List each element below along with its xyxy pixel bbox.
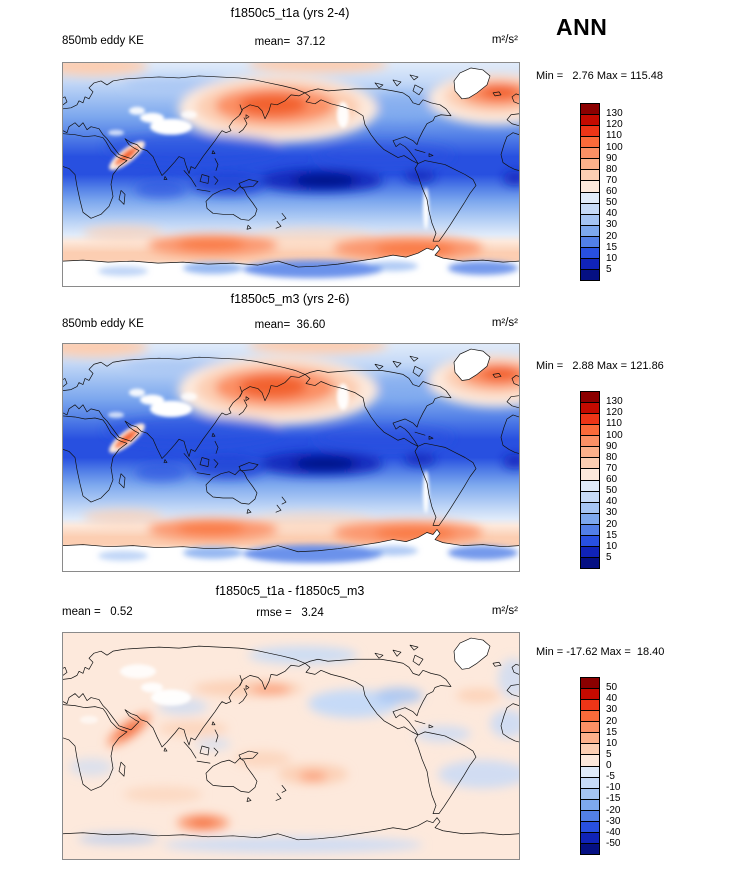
colorbar-tick-label: 100 <box>606 141 623 153</box>
season-label: ANN <box>556 14 608 40</box>
panel2-title: f1850c5_m3 (yrs 2-6) <box>230 292 350 306</box>
colorbar-tick-label: 10 <box>606 252 618 264</box>
panel3-colorbar-labels: 50 40 30 20 15 10 5 0 -5 -10 -15 -20 -30 -40 -50 <box>606 677 646 855</box>
panel2-colorbar <box>580 391 600 569</box>
colorbar-tick-label: -30 <box>606 815 621 827</box>
panel3-colorbar <box>580 677 600 855</box>
colorbar-tick-label: 70 <box>606 462 618 474</box>
panel3-minmax: Min = -17.62 Max = 18.40 <box>536 646 665 658</box>
panel1-colorbar-labels: 130 120 110 100 90 80 70 60 50 40 30 20 15 10 5 <box>606 103 646 281</box>
colorbar-tick-label: 10 <box>606 737 618 749</box>
colorbar-tick-label: -10 <box>606 782 621 794</box>
panel3-units-label: m²/s² <box>491 605 518 617</box>
panel1-colorbar <box>580 103 600 281</box>
colorbar-tick-label: 80 <box>606 451 618 463</box>
map-panel2-model-m3 <box>62 343 520 572</box>
panel3-mean-label: mean = 0.52 <box>62 606 133 618</box>
colorbar-tick-label: 30 <box>606 507 618 519</box>
panel3-title: f1850c5_t1a - f1850c5_m3 <box>215 584 365 598</box>
colorbar-tick-label: 5 <box>606 748 612 760</box>
colorbar-tick-label: 110 <box>606 418 622 430</box>
colorbar-tick-label: 15 <box>606 529 618 541</box>
panel1-variable-label: 850mb eddy KE <box>62 35 144 47</box>
colorbar-tick-label: 30 <box>606 704 618 716</box>
colorbar-tick-label: 20 <box>606 230 618 242</box>
colorbar-tick-label: 40 <box>606 496 618 508</box>
colorbar-tick-label: 110 <box>606 130 622 142</box>
colorbar-tick-label: 10 <box>606 540 618 552</box>
colorbar-tick-label: 5 <box>606 551 612 563</box>
colorbar-tick-label: -50 <box>606 837 621 849</box>
colorbar-tick-label: 50 <box>606 485 618 497</box>
map-panel3-difference <box>62 632 520 860</box>
map3-svg <box>63 633 519 859</box>
colorbar-tick-label: 50 <box>606 682 618 694</box>
colorbar-segment <box>580 556 600 569</box>
colorbar-tick-label: 120 <box>606 119 623 131</box>
colorbar-segment <box>580 842 600 855</box>
colorbar-tick-label: -5 <box>606 771 615 783</box>
colorbar-tick-label: 60 <box>606 474 618 485</box>
colorbar-tick-label: -20 <box>606 804 621 816</box>
colorbar-tick-label: 40 <box>606 208 618 220</box>
panel1-units-label: m²/s² <box>491 34 518 46</box>
colorbar-tick-label: 60 <box>606 186 618 197</box>
panel3-rmse-label: rmse = 3.24 <box>256 607 324 619</box>
colorbar-tick-label: 20 <box>606 518 618 530</box>
colorbar-tick-label: 5 <box>606 263 612 275</box>
colorbar-tick-label: 130 <box>606 396 623 408</box>
panel1-minmax: Min = 2.76 Max = 115.48 <box>536 70 663 82</box>
colorbar-tick-label: 20 <box>606 715 618 727</box>
colorbar-tick-label: 40 <box>606 693 618 705</box>
colorbar-tick-label: 70 <box>606 174 618 186</box>
panel2-units-label: m²/s² <box>491 317 518 329</box>
colorbar-tick-label: 30 <box>606 219 618 231</box>
colorbar-tick-label: -15 <box>606 793 621 805</box>
map2-svg <box>63 344 519 571</box>
map1-svg <box>63 63 519 286</box>
colorbar-tick-label: 15 <box>606 726 618 738</box>
colorbar-tick-label: -40 <box>606 826 621 838</box>
colorbar-tick-label: 130 <box>606 108 623 120</box>
panel1-title: f1850c5_t1a (yrs 2-4) <box>230 6 350 20</box>
colorbar-tick-label: 0 <box>606 760 612 771</box>
colorbar-tick-label: 80 <box>606 163 618 175</box>
panel2-minmax: Min = 2.88 Max = 121.86 <box>536 360 664 372</box>
colorbar-tick-label: 15 <box>606 241 618 253</box>
colorbar-tick-label: 90 <box>606 440 618 452</box>
colorbar-tick-label: 50 <box>606 197 618 209</box>
colorbar-tick-label: 120 <box>606 407 623 419</box>
panel2-mean-label: mean= 36.60 <box>254 319 326 331</box>
panel2-colorbar-labels: 130 120 110 100 90 80 70 60 50 40 30 20 15 10 5 <box>606 391 646 569</box>
colorbar-segment <box>580 268 600 281</box>
colorbar-tick-label: 90 <box>606 152 618 164</box>
panel2-variable-label: 850mb eddy KE <box>62 318 144 330</box>
map-panel1-model-t1a <box>62 62 520 287</box>
panel1-mean-label: mean= 37.12 <box>254 36 326 48</box>
colorbar-tick-label: 100 <box>606 429 623 441</box>
